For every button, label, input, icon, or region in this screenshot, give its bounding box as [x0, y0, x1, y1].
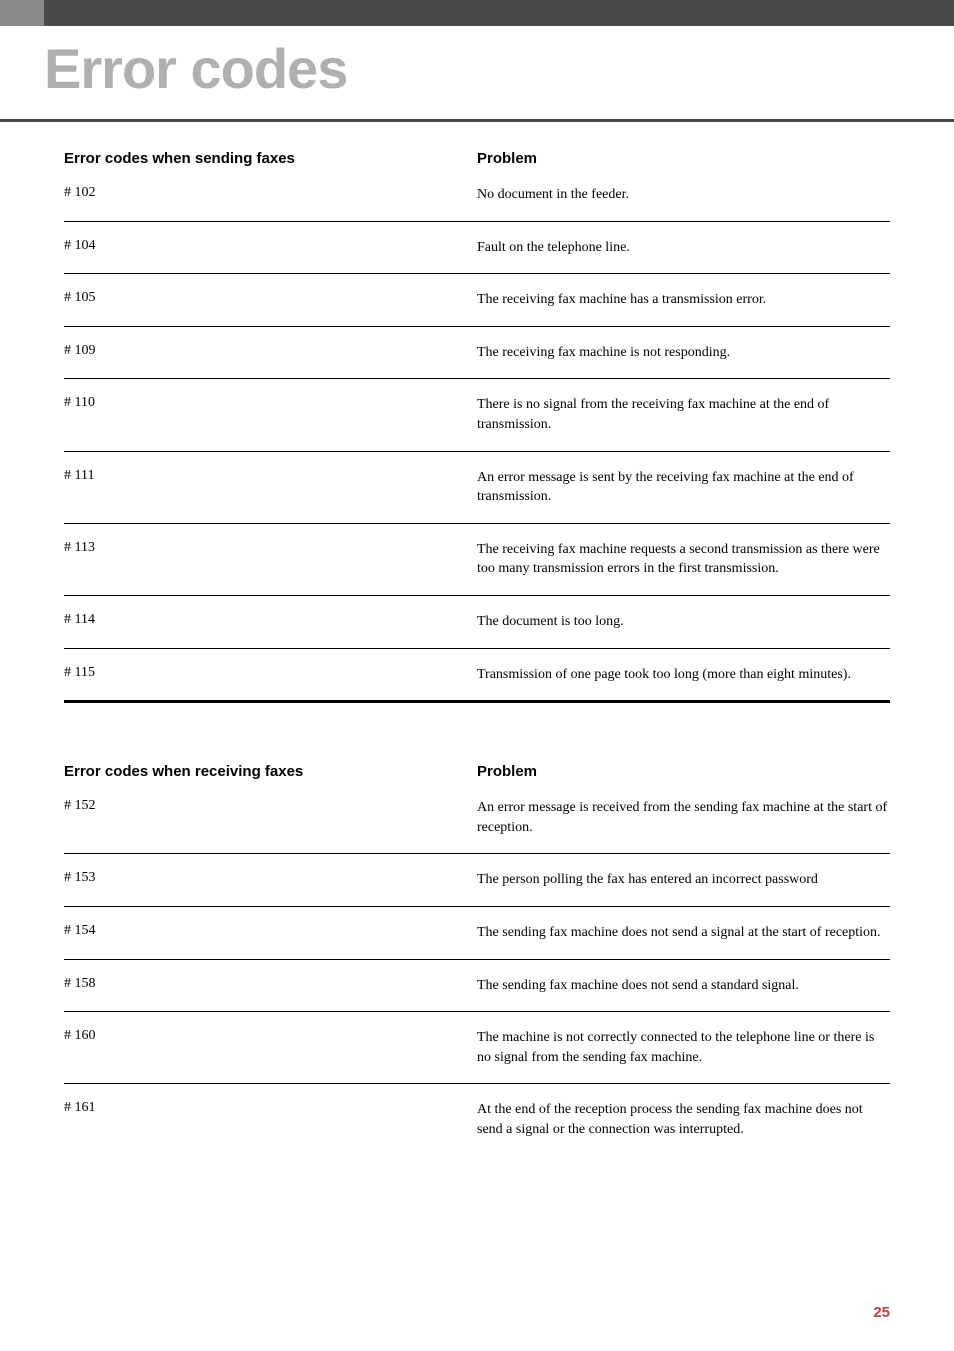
error-code: # 160 — [64, 1028, 477, 1067]
error-code: # 158 — [64, 976, 477, 996]
table-row: # 113 The receiving fax machine requests… — [64, 524, 890, 596]
receiving-table-header: Error codes when receiving faxes Problem — [64, 763, 890, 780]
error-problem: At the end of the reception process the … — [477, 1100, 890, 1139]
error-problem: There is no signal from the receiving fa… — [477, 395, 890, 434]
error-problem: The receiving fax machine has a transmis… — [477, 290, 890, 310]
table-row: # 158 The sending fax machine does not s… — [64, 960, 890, 1013]
error-code: # 104 — [64, 238, 477, 258]
receiving-header-left: Error codes when receiving faxes — [64, 763, 477, 780]
page-number: 25 — [873, 1304, 890, 1321]
error-code: # 105 — [64, 290, 477, 310]
error-problem: No document in the feeder. — [477, 185, 890, 205]
error-code: # 153 — [64, 870, 477, 890]
table-row: # 115 Transmission of one page took too … — [64, 649, 890, 704]
header-bar — [0, 0, 954, 26]
error-code: # 111 — [64, 468, 477, 507]
error-code: # 161 — [64, 1100, 477, 1139]
table-row: # 104 Fault on the telephone line. — [64, 222, 890, 275]
error-code: # 114 — [64, 612, 477, 632]
error-code: # 115 — [64, 665, 477, 685]
receiving-header-right: Problem — [477, 763, 890, 780]
error-problem: The machine is not correctly connected t… — [477, 1028, 890, 1067]
error-problem: The document is too long. — [477, 612, 890, 632]
error-code: # 113 — [64, 540, 477, 579]
table-row: # 153 The person polling the fax has ent… — [64, 854, 890, 907]
section-gap — [64, 703, 890, 763]
error-problem: An error message is received from the se… — [477, 798, 890, 837]
table-row: # 161 At the end of the reception proces… — [64, 1084, 890, 1155]
table-row: # 154 The sending fax machine does not s… — [64, 907, 890, 960]
error-problem: Transmission of one page took too long (… — [477, 665, 890, 685]
table-row: # 152 An error message is received from … — [64, 798, 890, 854]
error-code: # 154 — [64, 923, 477, 943]
page-title: Error codes — [44, 36, 954, 101]
sending-table-header: Error codes when sending faxes Problem — [64, 150, 890, 167]
error-problem: Fault on the telephone line. — [477, 238, 890, 258]
table-row: # 109 The receiving fax machine is not r… — [64, 327, 890, 380]
sending-table: Error codes when sending faxes Problem #… — [64, 150, 890, 703]
table-row: # 105 The receiving fax machine has a tr… — [64, 274, 890, 327]
table-row: # 160 The machine is not correctly conne… — [64, 1012, 890, 1084]
title-section: Error codes — [0, 26, 954, 122]
header-bar-accent — [0, 0, 44, 26]
error-problem: An error message is sent by the receivin… — [477, 468, 890, 507]
sending-header-right: Problem — [477, 150, 890, 167]
content-area: Error codes when sending faxes Problem #… — [0, 122, 954, 1155]
table-row: # 111 An error message is sent by the re… — [64, 452, 890, 524]
error-problem: The receiving fax machine is not respond… — [477, 343, 890, 363]
error-code: # 152 — [64, 798, 477, 837]
table-row: # 114 The document is too long. — [64, 596, 890, 649]
error-problem: The receiving fax machine requests a sec… — [477, 540, 890, 579]
table-row: # 102 No document in the feeder. — [64, 185, 890, 222]
error-code: # 109 — [64, 343, 477, 363]
receiving-table: Error codes when receiving faxes Problem… — [64, 763, 890, 1155]
sending-header-left: Error codes when sending faxes — [64, 150, 477, 167]
error-problem: The sending fax machine does not send a … — [477, 923, 890, 943]
error-code: # 110 — [64, 395, 477, 434]
table-row: # 110 There is no signal from the receiv… — [64, 379, 890, 451]
error-code: # 102 — [64, 185, 477, 205]
error-problem: The person polling the fax has entered a… — [477, 870, 890, 890]
error-problem: The sending fax machine does not send a … — [477, 976, 890, 996]
